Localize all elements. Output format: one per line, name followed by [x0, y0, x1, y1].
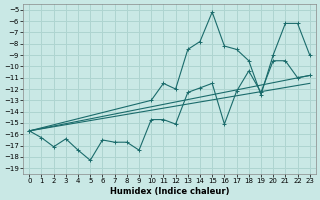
X-axis label: Humidex (Indice chaleur): Humidex (Indice chaleur)	[110, 187, 229, 196]
